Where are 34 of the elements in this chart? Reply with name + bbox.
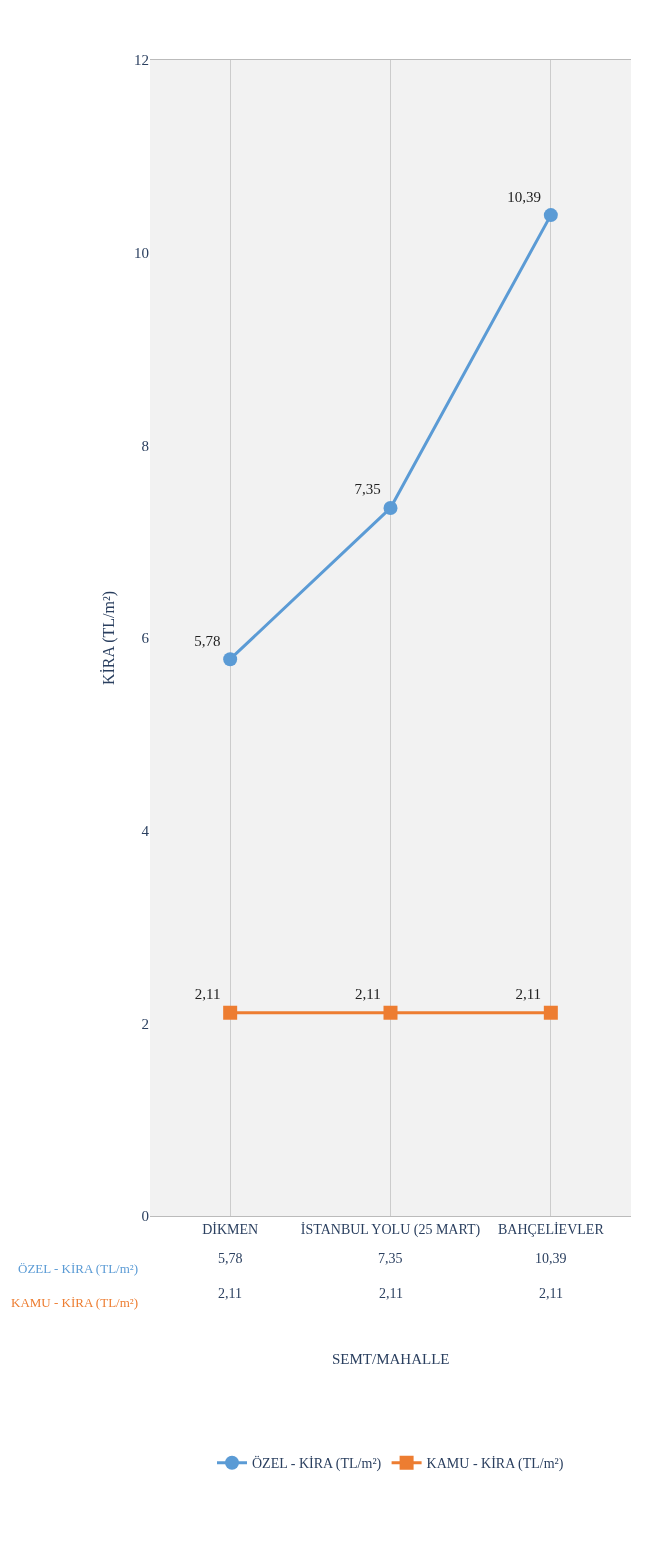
text: 5,78	[194, 632, 221, 649]
text: 2,11	[194, 986, 221, 1003]
x-tick-label: DİKMEN	[202, 1221, 259, 1237]
text: KAMU - KİRA (TL/m²)	[11, 1295, 139, 1310]
text: 2,11	[515, 986, 542, 1003]
legend-label: KAMU - KİRA (TL/m²)	[426, 1456, 564, 1473]
y-tick-label: 12	[134, 52, 149, 69]
y-tick-label: 4	[141, 822, 150, 839]
data-label: 2,11	[379, 1286, 403, 1301]
point	[543, 1005, 558, 1020]
x-tick-label: İSTANBUL YOLU (25 MART)	[300, 1221, 481, 1238]
data-label: 2,11	[218, 1286, 242, 1301]
x-tick-label: BAHÇELİEVLER	[497, 1221, 605, 1237]
data-label: 10,39	[535, 1251, 567, 1266]
data-label: 7,35	[378, 1251, 403, 1266]
y-axis-title: KİRA (TL/m²)	[99, 590, 118, 686]
y-tick-label: 0	[141, 1208, 149, 1225]
legend-label: ÖZEL - KİRA (TL/m²)	[252, 1455, 382, 1473]
data-label: 2,11	[539, 1286, 563, 1301]
point	[543, 208, 558, 223]
text: ÖZEL - KİRA (TL/m²)	[18, 1261, 139, 1276]
point	[223, 1005, 238, 1020]
y-tick-label: 10	[134, 244, 149, 261]
y-tick-label: 8	[141, 437, 149, 454]
text: 2,11	[355, 986, 381, 1003]
text: SEMT/MAHALLE	[332, 1351, 450, 1367]
y-tick-label: 6	[141, 630, 150, 647]
data-label: 5,78	[218, 1251, 243, 1266]
point	[223, 652, 238, 667]
y-tick-label: 2	[141, 1015, 149, 1032]
point	[383, 1005, 398, 1020]
text: 10,39	[507, 188, 542, 205]
point	[383, 500, 398, 515]
text: 7,35	[354, 481, 381, 498]
